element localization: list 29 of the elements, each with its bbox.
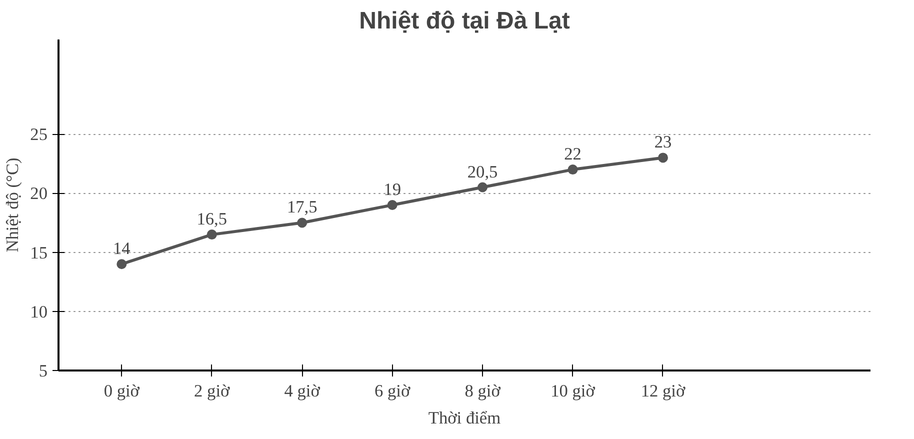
- point: [387, 200, 398, 210]
- point: [206, 230, 217, 240]
- y-tick-label: 25: [30, 125, 48, 144]
- point: [658, 152, 668, 163]
- x-axis-title: Thời điểm: [428, 408, 502, 428]
- point: [297, 218, 308, 228]
- y-axis-title: Nhiệt độ (°C): [3, 158, 22, 252]
- x-tick-label: 8 giờ: [464, 382, 502, 400]
- data-label: 17,5: [286, 198, 318, 217]
- y-tick-label: 10: [30, 302, 48, 322]
- data-label: 22: [564, 144, 582, 164]
- y-tick-label: 15: [30, 243, 48, 262]
- data-label: 14: [112, 239, 131, 258]
- data-label: 19: [384, 180, 401, 199]
- chart-title: Nhiệt độ tại Đà Lạt: [359, 8, 570, 34]
- data-label: 20,5: [467, 162, 498, 182]
- x-tick-label: 10 giờ: [550, 382, 596, 400]
- point: [568, 164, 578, 175]
- x-tick-label: 0 giờ: [104, 382, 140, 400]
- x-tick-label: 6 giờ: [374, 382, 411, 400]
- point: [116, 259, 127, 270]
- x-tick-label: 12 giờ: [640, 382, 686, 400]
- x-tick-label: 4 giờ: [284, 382, 321, 400]
- data-label: 16,5: [196, 210, 228, 229]
- y-tick-label: 5: [38, 362, 48, 380]
- data-label: 23: [654, 132, 672, 152]
- y-tick-label: 20: [30, 184, 48, 204]
- point: [478, 182, 488, 192]
- x-tick-label: 2 giờ: [194, 382, 231, 400]
